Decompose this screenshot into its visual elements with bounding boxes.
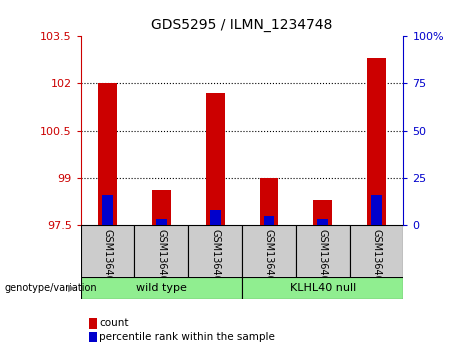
Text: GSM1364049: GSM1364049 — [318, 229, 328, 294]
Bar — [81, 225, 135, 278]
Bar — [152, 191, 171, 225]
Text: KLHL40 null: KLHL40 null — [290, 283, 356, 293]
Bar — [260, 178, 278, 225]
Text: percentile rank within the sample: percentile rank within the sample — [99, 332, 275, 342]
Text: GSM1364050: GSM1364050 — [372, 229, 382, 294]
Text: wild type: wild type — [136, 283, 187, 293]
Bar — [81, 277, 242, 299]
Bar — [296, 225, 349, 278]
Text: count: count — [99, 318, 129, 329]
Bar — [313, 200, 332, 225]
Text: genotype/variation: genotype/variation — [5, 283, 97, 293]
Bar — [371, 195, 382, 225]
Bar — [98, 83, 117, 225]
Text: GSM1364047: GSM1364047 — [210, 229, 220, 294]
Bar — [264, 216, 274, 225]
Bar — [206, 93, 225, 225]
Bar — [367, 58, 386, 225]
Bar — [242, 277, 403, 299]
Bar — [349, 225, 403, 278]
Bar — [135, 225, 188, 278]
Bar — [242, 225, 296, 278]
Bar — [102, 195, 113, 225]
Bar — [188, 225, 242, 278]
Bar — [156, 219, 167, 225]
Text: ▶: ▶ — [68, 283, 75, 293]
Text: GSM1364046: GSM1364046 — [156, 229, 166, 294]
Bar — [317, 219, 328, 225]
Text: GSM1364045: GSM1364045 — [102, 229, 112, 294]
Text: GSM1364048: GSM1364048 — [264, 229, 274, 294]
Bar — [210, 210, 220, 225]
Title: GDS5295 / ILMN_1234748: GDS5295 / ILMN_1234748 — [151, 19, 333, 33]
